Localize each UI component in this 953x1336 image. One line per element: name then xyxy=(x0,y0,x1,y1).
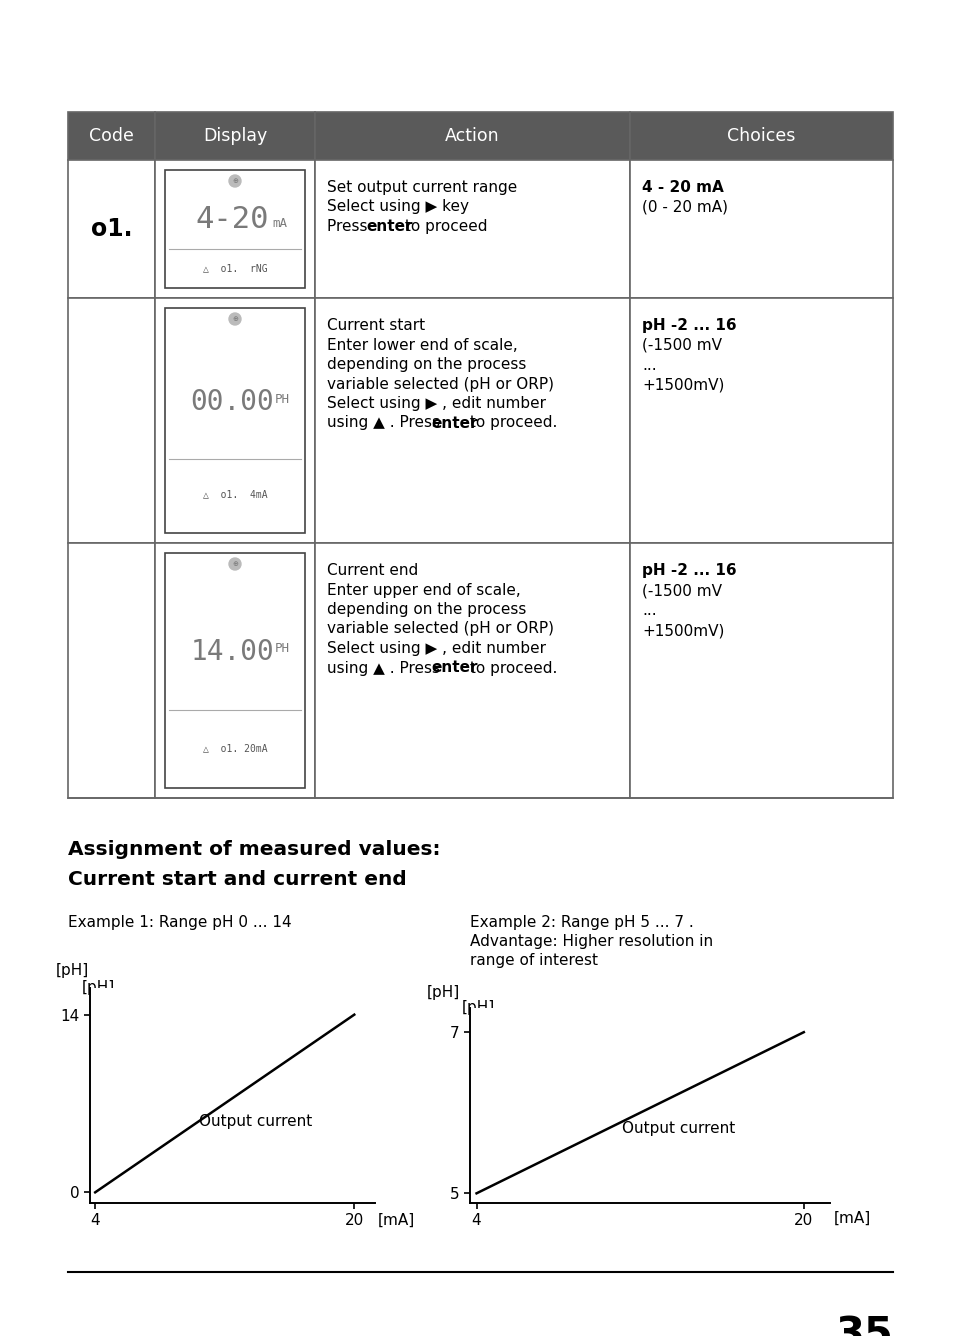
Text: Press: Press xyxy=(327,219,372,234)
Text: ⊕: ⊕ xyxy=(232,561,237,566)
Bar xyxy=(154,112,314,160)
Text: [pH]: [pH] xyxy=(461,1001,495,1015)
Circle shape xyxy=(229,558,241,570)
Text: ⊕: ⊕ xyxy=(232,178,237,184)
Bar xyxy=(314,298,629,542)
Text: △  o1.  rNG: △ o1. rNG xyxy=(202,263,267,273)
Text: Display: Display xyxy=(203,127,267,146)
Text: +1500mV): +1500mV) xyxy=(641,378,723,393)
Text: depending on the process: depending on the process xyxy=(327,603,526,617)
Text: pH -2 ... 16: pH -2 ... 16 xyxy=(641,318,736,333)
Bar xyxy=(68,112,154,160)
Text: Code: Code xyxy=(89,127,133,146)
Text: [mA]: [mA] xyxy=(377,1213,415,1228)
Bar xyxy=(68,160,154,298)
Bar xyxy=(629,298,892,542)
Text: [pH]: [pH] xyxy=(82,981,115,995)
Text: Output current: Output current xyxy=(198,1114,312,1129)
Text: enter: enter xyxy=(431,415,477,430)
Text: 35: 35 xyxy=(834,1315,892,1336)
Text: 14.00: 14.00 xyxy=(191,637,274,665)
Text: variable selected (pH or ORP): variable selected (pH or ORP) xyxy=(327,621,554,636)
Text: (-1500 mV: (-1500 mV xyxy=(641,582,721,599)
Text: PH: PH xyxy=(274,393,290,406)
Text: Advantage: Higher resolution in: Advantage: Higher resolution in xyxy=(470,934,713,949)
Text: pH -2 ... 16: pH -2 ... 16 xyxy=(641,562,736,578)
Text: depending on the process: depending on the process xyxy=(327,357,526,371)
Text: [pH]: [pH] xyxy=(55,963,89,978)
Text: using ▲ . Press: using ▲ . Press xyxy=(327,415,444,430)
Text: enter: enter xyxy=(366,219,412,234)
Text: Current start and current end: Current start and current end xyxy=(68,870,406,888)
Bar xyxy=(68,542,154,798)
Text: 4 - 20 mA: 4 - 20 mA xyxy=(641,180,723,195)
Circle shape xyxy=(229,313,241,325)
Bar xyxy=(314,112,629,160)
Bar xyxy=(154,542,314,798)
Text: Current end: Current end xyxy=(327,562,417,578)
Bar xyxy=(165,309,305,533)
Text: (0 - 20 mA): (0 - 20 mA) xyxy=(641,200,727,215)
Text: Example 2: Range pH 5 ... 7 .: Example 2: Range pH 5 ... 7 . xyxy=(470,915,693,930)
Bar xyxy=(314,160,629,298)
Text: 00.00: 00.00 xyxy=(191,389,274,417)
Text: △  o1. 20mA: △ o1. 20mA xyxy=(202,743,267,754)
Text: Output current: Output current xyxy=(621,1121,735,1137)
Text: 4-20: 4-20 xyxy=(195,204,269,234)
Text: Enter upper end of scale,: Enter upper end of scale, xyxy=(327,582,520,597)
Text: o1.: o1. xyxy=(91,216,132,240)
Bar xyxy=(165,553,305,788)
Text: Select using ▶ , edit number: Select using ▶ , edit number xyxy=(327,395,545,411)
Text: Select using ▶ , edit number: Select using ▶ , edit number xyxy=(327,641,545,656)
Text: [pH]: [pH] xyxy=(426,985,459,999)
Bar xyxy=(629,160,892,298)
Bar xyxy=(629,112,892,160)
Text: variable selected (pH or ORP): variable selected (pH or ORP) xyxy=(327,377,554,391)
Text: PH: PH xyxy=(274,643,290,655)
Text: using ▲ . Press: using ▲ . Press xyxy=(327,660,444,676)
Text: to proceed.: to proceed. xyxy=(464,660,557,676)
Text: to proceed: to proceed xyxy=(399,219,487,234)
Bar xyxy=(68,298,154,542)
Bar xyxy=(629,542,892,798)
Bar xyxy=(154,298,314,542)
Text: +1500mV): +1500mV) xyxy=(641,623,723,639)
Text: Select using ▶ key: Select using ▶ key xyxy=(327,199,469,215)
Text: ⊕: ⊕ xyxy=(232,317,237,322)
Text: Choices: Choices xyxy=(726,127,795,146)
Bar xyxy=(154,160,314,298)
Text: enter: enter xyxy=(431,660,477,676)
Text: Current start: Current start xyxy=(327,318,425,333)
Text: to proceed.: to proceed. xyxy=(464,415,557,430)
Text: mA: mA xyxy=(272,216,287,230)
Bar xyxy=(165,170,305,289)
Text: Enter lower end of scale,: Enter lower end of scale, xyxy=(327,338,517,353)
Text: Assignment of measured values:: Assignment of measured values: xyxy=(68,840,440,859)
Bar xyxy=(314,542,629,798)
Text: △  o1.  4mA: △ o1. 4mA xyxy=(202,490,267,500)
Text: [mA]: [mA] xyxy=(833,1212,870,1226)
Text: ...: ... xyxy=(641,603,656,619)
Text: (-1500 mV: (-1500 mV xyxy=(641,338,721,353)
Text: Example 1: Range pH 0 ... 14: Example 1: Range pH 0 ... 14 xyxy=(68,915,292,930)
Text: Action: Action xyxy=(445,127,499,146)
Text: range of interest: range of interest xyxy=(470,953,598,969)
Circle shape xyxy=(229,175,241,187)
Text: ...: ... xyxy=(641,358,656,373)
Text: Set output current range: Set output current range xyxy=(327,180,517,195)
